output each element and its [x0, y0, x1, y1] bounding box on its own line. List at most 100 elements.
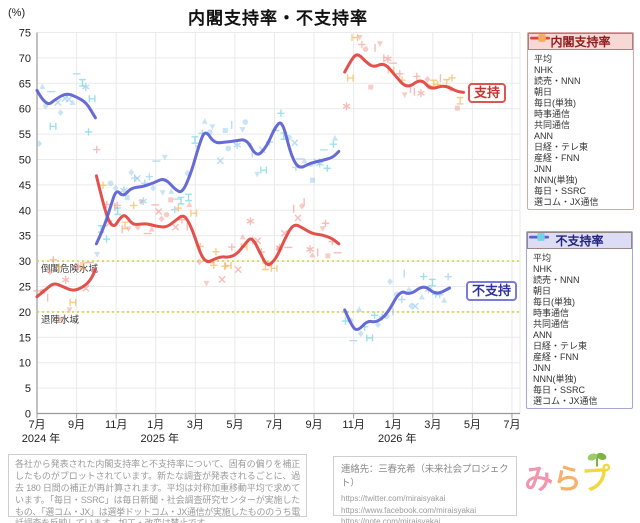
- methodology-note: 各社から発表された内閣支持率と不支持率について、固有の偏りを補正したものがプロッ…: [8, 454, 307, 523]
- logo-char: プ: [580, 463, 613, 497]
- poll-point: [225, 145, 232, 152]
- legend-item-label: NNN(単独): [533, 374, 577, 384]
- svg-text:2025 年: 2025 年: [140, 431, 179, 445]
- logo-char: ら: [551, 462, 584, 498]
- poll-point: [114, 207, 122, 216]
- svg-text:7月: 7月: [503, 419, 520, 431]
- poll-point: [357, 330, 364, 337]
- poll-point: [401, 92, 408, 98]
- legend-item-label: 日経・テレ東: [534, 142, 589, 152]
- svg-text:10: 10: [19, 358, 31, 370]
- poll-point: [150, 184, 157, 192]
- legend-disapproval-title: 不支持率: [527, 232, 632, 249]
- poll-point: [260, 166, 268, 174]
- legend-item-label: NNN(単独): [534, 175, 578, 185]
- poll-point: [441, 297, 448, 303]
- poll-point: [351, 33, 359, 42]
- poll-point: [270, 264, 278, 272]
- legend-item: 産経・FNN: [530, 232, 632, 362]
- svg-text:20: 20: [19, 307, 31, 319]
- legend-item-label: 産経・FNN: [533, 352, 579, 362]
- mirapro-logo: みらプロ: [522, 452, 636, 523]
- legend-item: 共同通信: [531, 37, 633, 130]
- poll-point: [375, 321, 381, 329]
- poll-point: [161, 154, 168, 161]
- poll-point: [125, 226, 132, 233]
- poll-point: [79, 262, 87, 271]
- svg-text:7月: 7月: [28, 419, 45, 431]
- poll-point: [129, 201, 138, 210]
- legend-item-label: ANN: [533, 329, 553, 340]
- gridlines: [36, 32, 521, 419]
- legend-item-label: ANN: [534, 130, 554, 141]
- svg-text:35: 35: [19, 231, 31, 243]
- svg-text:15: 15: [19, 332, 31, 344]
- poll-point: [177, 196, 185, 205]
- poll-marker-icon: [537, 233, 545, 241]
- poll-point: [196, 258, 203, 266]
- poll-point: [358, 40, 366, 49]
- poll-point: [346, 74, 354, 82]
- poll-point: [411, 302, 419, 310]
- svg-text:3月: 3月: [187, 419, 204, 431]
- svg-text:5月: 5月: [226, 419, 243, 431]
- poll-point: [387, 278, 393, 286]
- svg-text:9月: 9月: [305, 419, 322, 431]
- poll-point: [172, 223, 179, 231]
- svg-text:(%): (%): [8, 7, 25, 19]
- legend-item-label: 選コム・JX通信: [533, 396, 598, 406]
- poll-point: [112, 184, 119, 192]
- poll-point: [368, 84, 374, 90]
- poll-point: [158, 215, 165, 223]
- poll-point: [168, 197, 174, 203]
- svg-text:2026 年: 2026 年: [378, 431, 417, 445]
- poll-point: [319, 226, 326, 232]
- poll-point: [209, 261, 218, 270]
- poll-point: [398, 295, 406, 304]
- twitter-url: https://twitter.com/miraisyakai: [341, 494, 446, 503]
- legend-item: 平均: [529, 235, 632, 263]
- legend-item-label: 読売・NNN: [533, 275, 580, 285]
- approval-line-label: 支持: [468, 83, 507, 103]
- poll-point: [332, 135, 339, 141]
- svg-text:40: 40: [19, 205, 31, 217]
- poll-point: [62, 275, 70, 285]
- legend-item-label: 朝日: [533, 286, 552, 296]
- poll-point: [419, 272, 428, 281]
- poll-point: [209, 124, 216, 131]
- poll-point: [444, 272, 452, 281]
- svg-text:7月: 7月: [266, 419, 283, 431]
- poll-point: [538, 34, 546, 42]
- poll-point: [228, 243, 236, 251]
- facebook-url: https://www.facebook.com/miraisyakai: [341, 505, 477, 515]
- poll-point: [342, 102, 351, 111]
- poll-point: [417, 89, 425, 98]
- poll-point: [448, 74, 456, 82]
- poll-point: [159, 190, 166, 196]
- legend-approval: 内閣支持率 平均 NHK 読売・NNN 朝日 毎日(単独) 時事通信 共同通信 ANN 日経・テ…: [527, 32, 634, 210]
- poll-point: [306, 245, 314, 254]
- poll-point: [155, 208, 163, 215]
- approval-average-line: [35, 53, 465, 299]
- svg-text:5月: 5月: [464, 419, 481, 431]
- legend-item-label: JNN: [533, 362, 551, 373]
- legend-item-label: 朝日: [534, 87, 553, 97]
- legend-item-label: 毎日(単独): [534, 98, 576, 108]
- svg-text:11月: 11月: [105, 419, 127, 431]
- poll-point: [74, 262, 82, 271]
- contact-box: 連絡先：三春充希（未来社会プロジェクト） https://twitter.com…: [333, 456, 517, 523]
- poll-point: [191, 136, 199, 144]
- legend-item-label: 毎日(単独): [533, 297, 575, 307]
- poll-point: [84, 128, 93, 136]
- chart-title: 内閣支持率・不支持率: [188, 9, 368, 28]
- poll-point: [233, 140, 241, 150]
- poll-scatter: [33, 33, 464, 342]
- poll-point: [239, 127, 246, 133]
- poll-point: [99, 181, 107, 189]
- legend-item-label: JNN: [534, 163, 552, 174]
- poll-point: [412, 72, 421, 81]
- legend-approval-rows: 平均 NHK 読売・NNN 朝日 毎日(単独) 時事通信 共同通信 ANN 日経・テレ東 産経・F…: [528, 33, 633, 209]
- poll-point: [57, 316, 65, 323]
- poll-point: [69, 99, 76, 105]
